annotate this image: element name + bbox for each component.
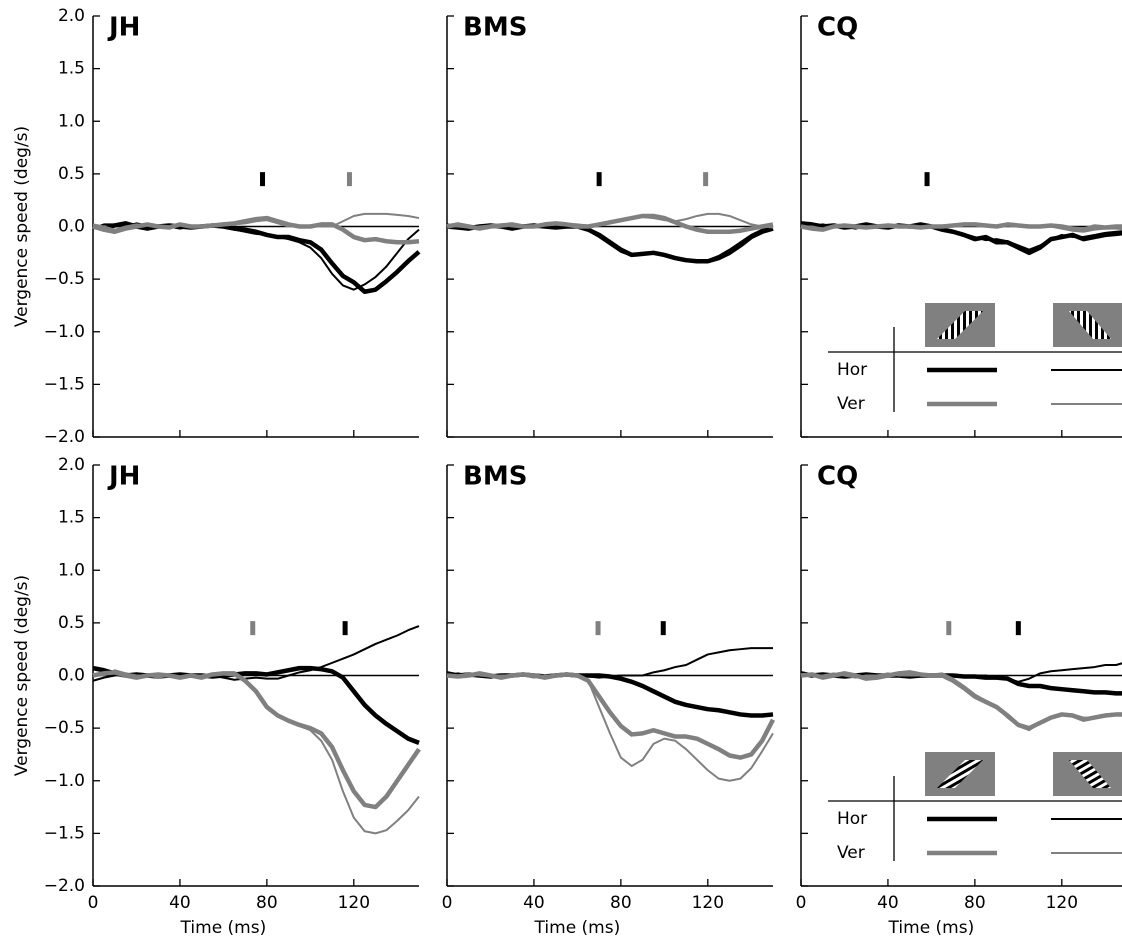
legend-label: Ver xyxy=(837,394,865,414)
series-line xyxy=(800,222,1122,232)
y-tick-label: −1.5 xyxy=(44,374,85,394)
x-tick-label: 80 xyxy=(964,893,986,913)
x-tick-label: 120 xyxy=(1046,893,1078,913)
latency-marker xyxy=(924,172,930,187)
series-line xyxy=(92,665,420,745)
latency-marker xyxy=(660,621,666,636)
y-axis-label: Vergence speed (deg/s) xyxy=(12,126,32,327)
legend-icon-grating xyxy=(937,760,983,788)
y-tick-label: 0.5 xyxy=(58,613,85,633)
x-tick-label: 40 xyxy=(523,893,545,913)
x-tick-label: 80 xyxy=(256,893,278,913)
series-line xyxy=(93,669,420,835)
x-tick-label: 120 xyxy=(692,893,724,913)
y-tick-label: −2.0 xyxy=(44,427,85,447)
series-line xyxy=(447,672,774,782)
x-tick-label: 0 xyxy=(442,893,453,913)
panel-title: CQ xyxy=(817,462,858,492)
x-tick-label: 80 xyxy=(610,893,632,913)
y-tick-label: 1.5 xyxy=(58,508,85,528)
y-tick-label: 2.0 xyxy=(58,6,85,26)
series-line xyxy=(446,647,773,679)
panel-title: BMS xyxy=(463,13,527,43)
x-axis-label: Time (ms) xyxy=(534,918,621,938)
series-line xyxy=(92,221,421,294)
x-tick-label: 0 xyxy=(88,893,99,913)
x-axis-label: Time (ms) xyxy=(180,918,267,938)
y-tick-label: 0.0 xyxy=(58,217,85,237)
latency-marker xyxy=(342,621,348,636)
panel: CQ Hor Ver xyxy=(800,13,1122,438)
y-tick-label: −2.0 xyxy=(44,876,85,896)
legend-label: Hor xyxy=(837,809,867,829)
series-line xyxy=(801,223,1122,233)
legend: Hor Ver xyxy=(828,303,1122,414)
series-line xyxy=(446,213,774,235)
panel: 0 40 80 120 BMS Time (ms) xyxy=(442,462,775,938)
panel-title: BMS xyxy=(463,462,527,492)
latency-marker xyxy=(346,172,352,187)
latency-marker xyxy=(595,621,601,636)
series-line xyxy=(446,212,774,229)
y-tick-label: −1.5 xyxy=(44,823,85,843)
series-line xyxy=(801,672,1122,732)
y-tick-label: −1.0 xyxy=(44,322,85,342)
latency-marker xyxy=(250,621,256,636)
y-tick-label: 2.0 xyxy=(58,455,85,475)
panel-title: JH xyxy=(107,13,140,43)
y-tick-label: 1.5 xyxy=(58,59,85,79)
series-line xyxy=(446,671,775,760)
legend: Hor Ver xyxy=(828,752,1122,863)
y-tick-label: 0.0 xyxy=(58,666,85,686)
legend-label: Ver xyxy=(837,843,865,863)
series-line xyxy=(800,670,1122,731)
legend-label: Hor xyxy=(837,360,867,380)
legend-icon-grating xyxy=(1069,760,1111,788)
y-tick-label: 1.0 xyxy=(58,111,85,131)
x-tick-label: 40 xyxy=(877,893,899,913)
latency-marker xyxy=(596,172,602,187)
panel: 2.0 1.5 1.0 0.5 0.0 −0.5 −1.0 −1.5 −2.0 JH Vergenc… xyxy=(12,6,421,447)
legend-icon-grating xyxy=(1069,311,1111,339)
y-tick-label: 0.5 xyxy=(58,164,85,184)
x-tick-label: 0 xyxy=(796,893,807,913)
series-line xyxy=(800,662,1122,683)
panel: 0 40 80 120 CQ Time (ms) Hor Ver xyxy=(796,462,1122,938)
series-line xyxy=(92,222,420,291)
panel-title: CQ xyxy=(817,13,858,43)
x-axis-label: Time (ms) xyxy=(888,918,975,938)
series-line xyxy=(92,215,420,245)
latency-marker xyxy=(703,172,709,187)
panel: 2.0 1.5 1.0 0.5 0.0 −0.5 −1.0 −1.5 −2.00 40 80 120 J… xyxy=(12,455,421,938)
y-tick-label: −1.0 xyxy=(44,771,85,791)
y-tick-label: 1.0 xyxy=(58,560,85,580)
latency-marker xyxy=(946,621,952,636)
latency-marker xyxy=(260,172,266,187)
x-tick-label: 120 xyxy=(338,893,370,913)
legend-icon-grating xyxy=(937,311,983,339)
latency-marker xyxy=(1015,621,1021,636)
panel: BMS xyxy=(446,13,774,438)
x-tick-label: 40 xyxy=(169,893,191,913)
y-tick-label: −0.5 xyxy=(44,269,85,289)
y-axis-label: Vergence speed (deg/s) xyxy=(12,575,32,776)
y-tick-label: −0.5 xyxy=(44,718,85,738)
series-line xyxy=(92,212,420,231)
panel-title: JH xyxy=(107,462,140,492)
